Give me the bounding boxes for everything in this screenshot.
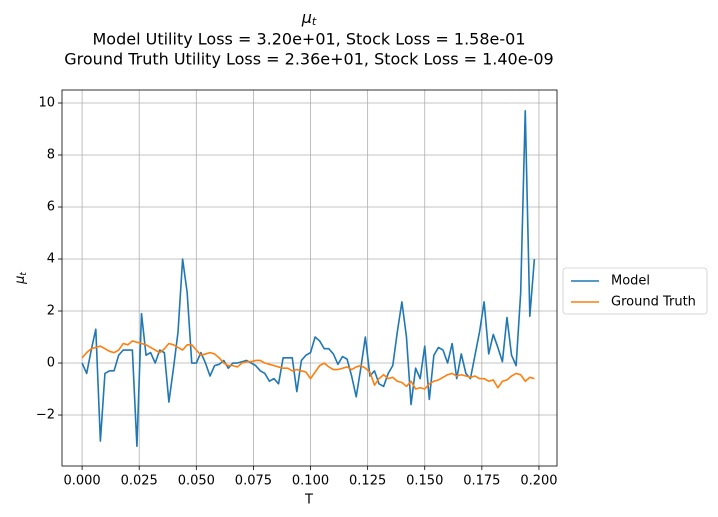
y-tick-label: −2 [36,408,55,423]
data-line [81,110,536,448]
y-axis-label: μt [13,272,29,285]
x-tick-label: 0.050 [178,474,215,489]
chart-title: Model Utility Loss = 3.20e+01, Stock Los… [93,30,526,49]
x-tick-label: 0.100 [292,474,329,489]
x-tick-label: 0.000 [63,474,100,489]
x-tick-label: 0.200 [520,474,557,489]
y-tick-label: 10 [38,96,55,111]
y-tick-label: 2 [47,304,55,319]
y-tick-label: 6 [47,200,55,215]
legend-label: Ground Truth [611,295,696,310]
legend-label: Model [611,274,650,289]
y-label-symbol: μ [13,276,28,285]
y-label-subscript: t [19,272,29,276]
x-tick-label: 0.025 [121,474,158,489]
y-tick-label: 8 [47,148,55,163]
title-subscript: t [312,15,317,28]
x-tick-label: 0.125 [349,474,386,489]
axes-frame [61,89,558,467]
y-tick-label: 4 [47,252,55,267]
data-line [81,340,535,390]
title-symbol: μ [301,8,312,27]
x-tick-label: 0.075 [235,474,272,489]
x-axis-label: T [304,493,313,508]
chart-title: Ground Truth Utility Loss = 2.36e+01, St… [64,50,553,69]
chart-title-symbol: μt [301,8,317,29]
x-tick-label: 0.175 [463,474,500,489]
x-tick-label: 0.150 [406,474,443,489]
y-tick-label: 0 [47,356,55,371]
